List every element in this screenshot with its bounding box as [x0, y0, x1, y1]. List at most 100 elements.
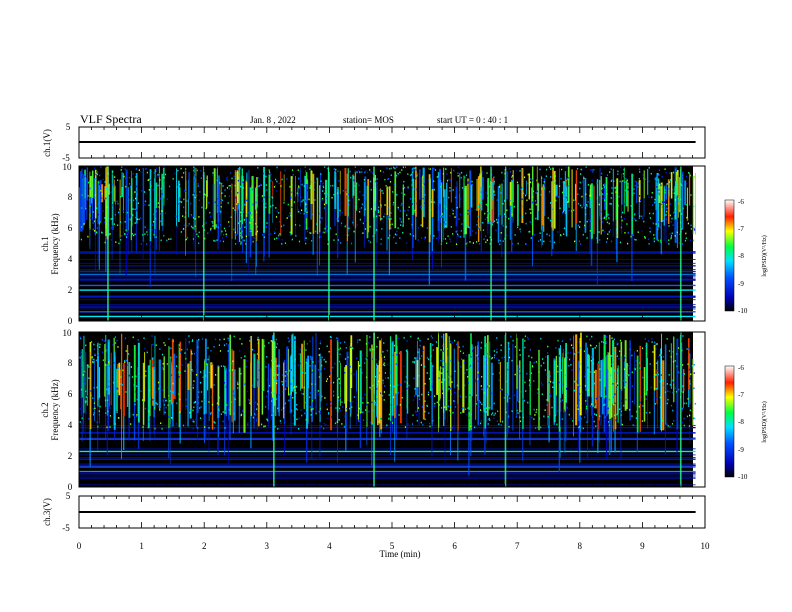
spectral-speckle: [503, 396, 505, 399]
spectral-speckle: [98, 410, 100, 413]
emission-streak: [231, 349, 233, 423]
spectral-speckle: [366, 376, 368, 379]
spectral-speckle: [263, 190, 266, 192]
spectral-speckle: [552, 167, 554, 170]
spectral-speckle: [441, 213, 444, 215]
spectral-speckle: [448, 387, 450, 390]
spectral-speckle: [126, 236, 128, 238]
spectral-speckle: [689, 377, 691, 380]
spectral-speckle: [111, 201, 114, 204]
spectral-speckle: [318, 376, 320, 378]
emission-streak: [575, 170, 578, 224]
spectral-speckle: [163, 403, 165, 406]
spectral-speckle: [506, 380, 508, 383]
spectral-speckle: [91, 219, 94, 222]
spectral-speckle: [434, 169, 437, 171]
spectral-speckle: [245, 235, 248, 238]
spectral-speckle: [612, 383, 614, 385]
spectral-speckle: [578, 399, 580, 402]
background-line: [79, 307, 696, 308]
spectral-speckle: [444, 406, 446, 408]
spectral-speckle: [420, 364, 422, 366]
emission-streak: [660, 182, 663, 223]
spectral-speckle: [567, 176, 569, 179]
emission-streak: [439, 366, 441, 399]
spectral-speckle: [433, 395, 436, 397]
spectral-speckle: [407, 186, 409, 189]
emission-tail: [546, 401, 549, 426]
emission-streak: [522, 168, 524, 208]
spectral-speckle: [349, 372, 352, 375]
ch2-cbar-tick-m9: -9: [738, 446, 744, 454]
spectral-speckle: [252, 203, 254, 206]
spectral-speckle: [440, 372, 442, 374]
spectral-speckle: [648, 167, 650, 169]
spectral-speckle: [685, 237, 687, 239]
spectral-speckle: [603, 199, 606, 201]
spectral-speckle: [669, 425, 671, 428]
spectral-speckle: [465, 174, 468, 177]
emission-streak: [339, 362, 341, 406]
spectral-speckle: [431, 423, 433, 426]
spectral-speckle: [653, 239, 655, 241]
spectral-speckle: [293, 415, 295, 417]
emission-streak: [119, 179, 121, 238]
emission-tail: [457, 430, 459, 461]
spectral-speckle: [104, 181, 106, 183]
spectral-speckle: [579, 385, 581, 387]
emission-streak: [297, 187, 299, 203]
spectral-speckle: [189, 411, 191, 414]
emission-streak: [579, 332, 582, 416]
spectral-speckle: [562, 210, 564, 213]
spectral-speckle: [225, 342, 228, 345]
spectral-speckle: [362, 397, 364, 399]
spectral-speckle: [136, 415, 138, 417]
spectral-speckle: [182, 215, 184, 217]
spectral-speckle: [543, 362, 545, 364]
spectral-speckle: [88, 377, 90, 380]
spectral-speckle: [258, 185, 261, 187]
spectral-speckle: [397, 206, 399, 209]
spectral-speckle: [318, 360, 320, 363]
spectral-speckle: [396, 353, 398, 356]
spectral-speckle: [234, 196, 236, 199]
spectral-speckle: [682, 391, 684, 393]
spectral-speckle: [298, 185, 300, 188]
spectral-speckle: [598, 361, 600, 364]
emission-streak: [596, 179, 599, 244]
emission-streak: [137, 342, 140, 423]
spectral-speckle: [612, 395, 614, 398]
spectral-speckle: [336, 421, 338, 423]
spectral-speckle: [262, 390, 264, 392]
spectral-speckle: [548, 234, 551, 237]
spectral-speckle: [658, 183, 661, 186]
spectral-speckle: [493, 220, 495, 223]
spectral-speckle: [414, 209, 416, 212]
spectral-speckle: [382, 363, 385, 366]
emission-tail: [675, 195, 678, 221]
emission-streak: [272, 340, 274, 398]
spectral-speckle: [155, 210, 158, 213]
spectral-speckle: [332, 184, 334, 187]
spectral-speckle: [396, 166, 398, 168]
spectral-speckle: [99, 405, 101, 408]
spectral-speckle: [257, 403, 259, 406]
spectral-speckle: [252, 191, 254, 194]
spectral-speckle: [587, 201, 589, 203]
background-line: [79, 476, 696, 478]
spectral-speckle: [327, 417, 329, 420]
spectral-speckle: [135, 375, 137, 378]
spectral-speckle: [506, 188, 509, 191]
spectral-speckle: [233, 335, 235, 338]
spectral-speckle: [402, 231, 404, 234]
spectral-speckle: [570, 210, 573, 212]
emission-tail: [376, 242, 378, 267]
spectral-speckle: [244, 226, 246, 229]
spectral-speckle: [693, 417, 695, 420]
spectral-speckle: [168, 395, 170, 397]
spectral-speckle: [338, 407, 341, 410]
spectral-speckle: [390, 404, 393, 406]
spectral-speckle: [270, 366, 272, 369]
spectral-speckle: [376, 178, 378, 180]
spectral-speckle: [377, 380, 380, 383]
